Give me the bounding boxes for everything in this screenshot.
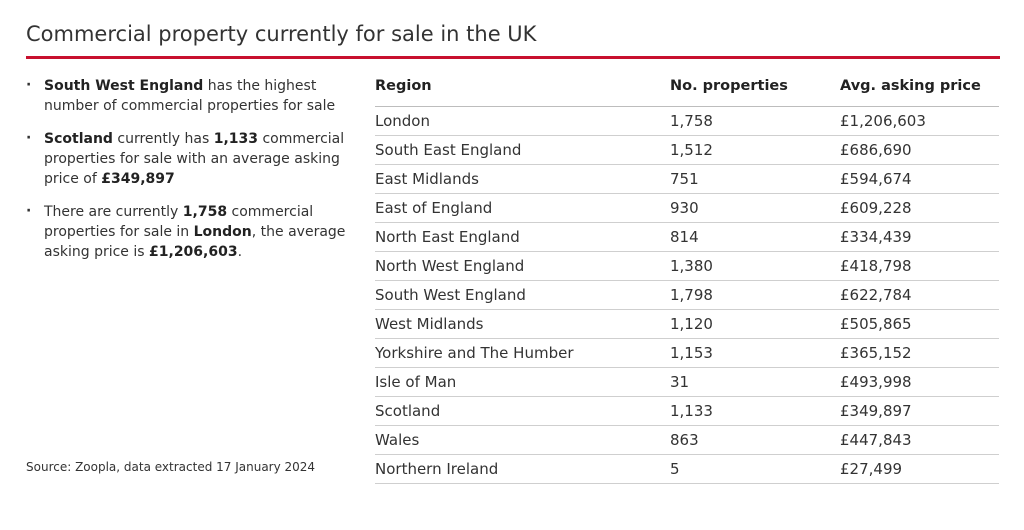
key-point-text: . xyxy=(237,244,243,260)
key-point-text: commercial properties for sale in xyxy=(44,204,314,240)
price-cell: £365,152 xyxy=(840,338,999,368)
price-cell: £622,784 xyxy=(840,280,999,310)
key-point: · Scotland currently has 1,133 commercial… xyxy=(26,129,346,189)
region-cell: Isle of Man xyxy=(375,367,670,397)
key-points-list: · South West England has the highest numb… xyxy=(26,76,346,275)
region-cell: Northern Ireland xyxy=(375,454,670,484)
region-cell: East of England xyxy=(375,193,670,223)
region-cell: South East England xyxy=(375,135,670,165)
column-header-properties: No. properties xyxy=(670,72,840,107)
table-row: East of England 930 £609,228 xyxy=(375,193,999,223)
key-point-emphasis: £349,897 xyxy=(101,171,175,187)
properties-cell: 31 xyxy=(670,367,840,397)
properties-cell: 1,153 xyxy=(670,338,840,368)
properties-cell: 1,120 xyxy=(670,309,840,339)
key-point-emphasis: London xyxy=(193,224,252,240)
key-point-text: has the highest number of commercial pro… xyxy=(44,78,336,114)
region-cell: East Midlands xyxy=(375,164,670,194)
title-divider xyxy=(26,56,1000,59)
page-title: Commercial property currently for sale i… xyxy=(26,22,537,46)
table-body: London 1,758 £1,206,603 South East England 1… xyxy=(375,106,999,484)
table-row: South West England 1,798 £622,784 xyxy=(375,280,999,310)
region-cell: Wales xyxy=(375,425,670,455)
bullet-marker: · xyxy=(26,130,32,146)
price-cell: £447,843 xyxy=(840,425,999,455)
table-row: North East England 814 £334,439 xyxy=(375,222,999,252)
price-cell: £493,998 xyxy=(840,367,999,397)
price-cell: £334,439 xyxy=(840,222,999,252)
key-point-text: currently has xyxy=(112,131,214,147)
key-point-emphasis: 1,133 xyxy=(213,131,259,147)
key-point-emphasis: South West England xyxy=(44,78,204,94)
source-note: Source: Zoopla, data extracted 17 Januar… xyxy=(26,460,316,474)
table-row: Isle of Man 31 £493,998 xyxy=(375,367,999,397)
table-row: South East England 1,512 £686,690 xyxy=(375,135,999,165)
key-point-text: commercial properties for sale with an a… xyxy=(44,131,345,187)
region-cell: Scotland xyxy=(375,396,670,426)
price-cell: £686,690 xyxy=(840,135,999,165)
price-cell: £594,674 xyxy=(840,164,999,194)
properties-cell: 1,133 xyxy=(670,396,840,426)
region-cell: London xyxy=(375,106,670,136)
key-point-text: There are currently xyxy=(44,204,183,220)
properties-cell: 751 xyxy=(670,164,840,194)
region-cell: North West England xyxy=(375,251,670,281)
region-cell: Yorkshire and The Humber xyxy=(375,338,670,368)
region-cell: South West England xyxy=(375,280,670,310)
properties-cell: 930 xyxy=(670,193,840,223)
price-cell: £349,897 xyxy=(840,396,999,426)
table-row: London 1,758 £1,206,603 xyxy=(375,106,999,136)
table-row: Scotland 1,133 £349,897 xyxy=(375,396,999,426)
table-row: East Midlands 751 £594,674 xyxy=(375,164,999,194)
bullet-marker: · xyxy=(26,203,32,219)
price-cell: £1,206,603 xyxy=(840,106,999,136)
table-header-row: Region No. properties Avg. asking price xyxy=(375,72,999,107)
key-point-text: , the average asking price is xyxy=(44,224,346,260)
price-cell: £609,228 xyxy=(840,193,999,223)
key-point: · There are currently 1,758 commercial pr… xyxy=(26,202,346,262)
table-row: Yorkshire and The Humber 1,153 £365,152 xyxy=(375,338,999,368)
column-header-price: Avg. asking price xyxy=(840,72,999,107)
commercial-property-table: Region No. properties Avg. asking price … xyxy=(375,72,999,484)
properties-cell: 1,380 xyxy=(670,251,840,281)
column-header-region: Region xyxy=(375,72,670,107)
properties-cell: 5 xyxy=(670,454,840,484)
table-row: Northern Ireland 5 £27,499 xyxy=(375,454,999,484)
region-cell: North East England xyxy=(375,222,670,252)
key-point-emphasis: £1,206,603 xyxy=(149,244,238,260)
key-point-emphasis: Scotland xyxy=(44,131,113,147)
properties-cell: 814 xyxy=(670,222,840,252)
properties-cell: 863 xyxy=(670,425,840,455)
table-row: Wales 863 £447,843 xyxy=(375,425,999,455)
table-row: West Midlands 1,120 £505,865 xyxy=(375,309,999,339)
price-cell: £27,499 xyxy=(840,454,999,484)
price-cell: £505,865 xyxy=(840,309,999,339)
key-point: · South West England has the highest numb… xyxy=(26,76,346,116)
table-row: North West England 1,380 £418,798 xyxy=(375,251,999,281)
price-cell: £418,798 xyxy=(840,251,999,281)
properties-cell: 1,798 xyxy=(670,280,840,310)
key-point-emphasis: 1,758 xyxy=(182,204,228,220)
properties-cell: 1,512 xyxy=(670,135,840,165)
bullet-marker: · xyxy=(26,77,32,93)
properties-cell: 1,758 xyxy=(670,106,840,136)
region-cell: West Midlands xyxy=(375,309,670,339)
